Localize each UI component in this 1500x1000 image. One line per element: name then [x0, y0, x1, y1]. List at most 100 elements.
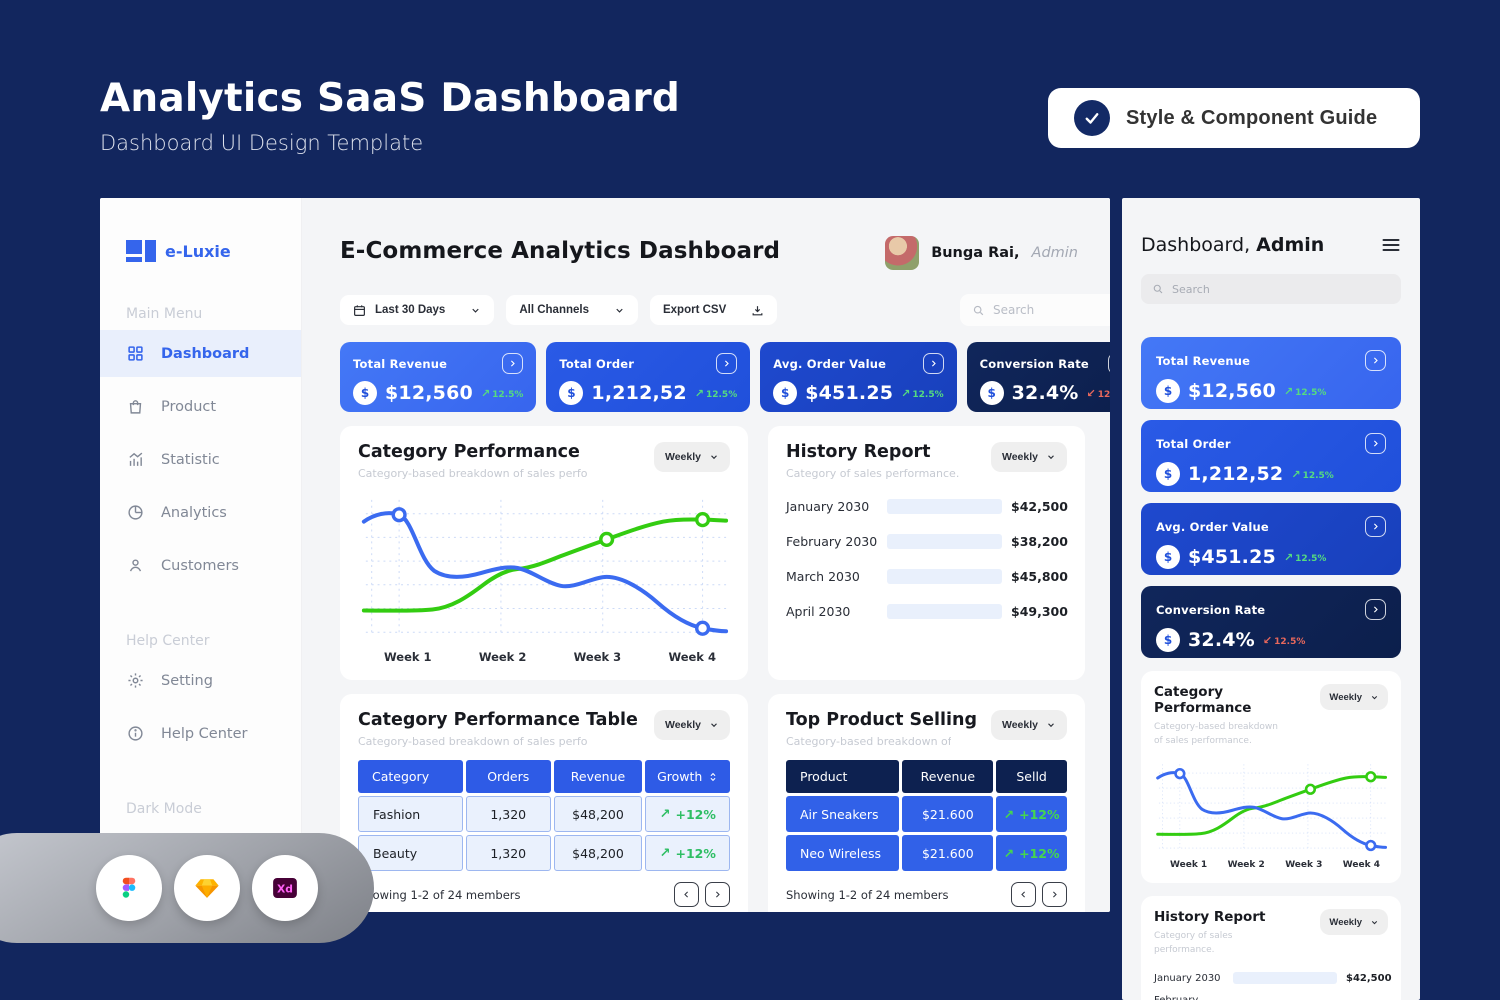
trend-up-icon: ↗ [1283, 384, 1294, 398]
chevron-right-button[interactable] [1365, 350, 1386, 371]
panel-title: Category Performance [358, 442, 580, 462]
sidebar-item-product[interactable]: Product [100, 383, 301, 430]
sidebar-item-analytics[interactable]: Analytics [100, 489, 301, 536]
top-products-table: Product Revenue Selld Air Sneakers $21.6… [786, 760, 1067, 871]
gear-icon [126, 671, 145, 690]
mobile-search-field[interactable] [1141, 274, 1401, 304]
sidebar-item-statistic[interactable]: Statistic [100, 436, 301, 483]
stat-trend: ↗ 12.5% [480, 386, 524, 400]
sidebar-item-label: Help Center [161, 725, 248, 742]
stat-label: Avg. Order Value [1156, 519, 1269, 534]
table-cell: Neo Wireless [786, 835, 900, 871]
chevron-right-button[interactable] [1365, 516, 1386, 537]
trend-up-icon: ↗ [901, 386, 911, 400]
bar-track [887, 498, 1002, 514]
info-icon [126, 724, 145, 743]
column-header: Revenue [902, 760, 994, 793]
stat-trend: ↙12.5% [1262, 633, 1306, 647]
chevron-right-button[interactable] [502, 353, 524, 374]
chevron-right-button[interactable] [716, 353, 738, 374]
range-select[interactable]: Weekly [654, 710, 730, 740]
range-select[interactable]: Weekly [991, 710, 1067, 740]
table-cell: $21.600 [902, 835, 994, 871]
table-cell-growth: ↗ +12% [645, 835, 730, 871]
line-chart: Week 1 Week 2 Week 3 Week 4 [1154, 758, 1388, 870]
category-table-panel: Category Performance Table Category-base… [340, 694, 748, 912]
export-csv-label: Export CSV [662, 304, 727, 316]
mobile-search-input[interactable] [1172, 282, 1390, 296]
chevron-right-button[interactable] [1108, 353, 1110, 374]
sidebar-section-main-menu: Main Menu [126, 306, 203, 322]
mobile-category-performance-panel: Category Performance Category-based brea… [1141, 671, 1401, 883]
trend-up-icon: ↗ [1283, 550, 1294, 564]
sidebar-item-customers[interactable]: Customers [100, 542, 301, 589]
history-row: January 2030 $42,500 [1154, 972, 1392, 984]
sidebar-item-help-center[interactable]: Help Center [100, 710, 301, 757]
trend-up-icon: ↗ [659, 806, 671, 822]
stat-trend: ↗ 12.5% [1283, 384, 1327, 398]
chevron-down-icon [1370, 918, 1379, 927]
sidebar-item-label: Analytics [161, 504, 227, 521]
stat-trend: ↙12.5% [1086, 386, 1110, 400]
sort-icon [708, 772, 718, 782]
sidebar-item-setting[interactable]: Setting [100, 657, 301, 704]
range-select[interactable]: Weekly [1320, 909, 1388, 935]
user-menu[interactable]: Bunga Rai, Admin [885, 236, 1110, 270]
prev-page-button[interactable] [674, 882, 699, 907]
channel-select[interactable]: All Channels [506, 295, 638, 325]
date-range-select[interactable]: Last 30 Days [340, 295, 495, 325]
search-field[interactable] [960, 294, 1110, 326]
calendar-icon [353, 304, 366, 317]
channel-value: All Channels [519, 304, 589, 316]
sidebar-item-dashboard[interactable]: Dashboard [100, 330, 301, 377]
range-select[interactable]: Weekly [1320, 684, 1388, 710]
column-header[interactable]: Revenue [553, 760, 643, 793]
product-icon [126, 397, 145, 416]
style-guide-button[interactable]: Style & Component Guide [1048, 88, 1420, 148]
next-page-button[interactable] [705, 882, 730, 907]
hamburger-icon[interactable] [1381, 237, 1401, 253]
stat-trend: ↗ 12.5% [901, 386, 944, 400]
panel-subtitle: Category-based breakdown of sales perfor… [786, 735, 951, 748]
chevron-right-button[interactable] [1365, 433, 1386, 454]
chevron-down-icon [1370, 693, 1379, 702]
table-cell: $48,200 [553, 796, 643, 832]
stat-label: Total Order [559, 356, 635, 371]
stat-card-avg-order-value: Avg. Order Value $ $451.25 ↗ 12.5% [1141, 503, 1401, 575]
sidebar-section-dark-mode[interactable]: Dark Mode [126, 801, 202, 817]
prev-page-button[interactable] [1011, 882, 1036, 907]
chevron-right-button[interactable] [1365, 599, 1386, 620]
stat-card-total-revenue: Total Revenue $ $12,560 ↗ 12.5% [1141, 337, 1401, 409]
history-row: February 2030 $38,200 [1154, 995, 1388, 1000]
svg-text:Xd: Xd [277, 883, 293, 896]
panel-subtitle: Category-based breakdown of sales perfor… [1154, 722, 1278, 746]
range-select[interactable]: Weekly [654, 442, 730, 472]
history-row: January 2030 $42,500 [786, 498, 1068, 514]
next-page-button[interactable] [1042, 882, 1067, 907]
stat-value: $451.25 [1188, 546, 1276, 568]
coin-icon: $ [979, 381, 1004, 405]
export-csv-button[interactable]: Export CSV [649, 295, 778, 325]
stat-value: 32.4% [1011, 382, 1079, 404]
trend-up-icon: ↗ [694, 386, 704, 400]
mobile-stat-cards: Total Revenue $ $12,560 ↗ 12.5% Total Ord… [1141, 337, 1401, 658]
column-header[interactable]: Category [358, 760, 463, 793]
history-report-panel: History Report Category of sales perform… [768, 426, 1085, 680]
history-row: February 2030 $38,200 [786, 533, 1068, 549]
check-icon [1074, 100, 1110, 136]
panel-title: History Report [786, 442, 931, 462]
chevron-down-icon [709, 452, 719, 462]
customers-icon [126, 556, 145, 575]
category-performance-panel: Category Performance Category-based brea… [340, 426, 748, 680]
history-row: April 2030 $49,300 [786, 603, 1068, 619]
stat-label: Conversion Rate [979, 356, 1089, 371]
line-chart: Week 1 Week 2 Week 3 Week 4 [358, 490, 730, 664]
history-bars: January 2030 $42,500 February 2030 $38,2… [786, 498, 1068, 619]
stat-value: 1,212,52 [1188, 463, 1284, 485]
column-header[interactable]: Orders [465, 760, 551, 793]
search-input[interactable] [993, 303, 1110, 317]
range-select[interactable]: Weekly [991, 442, 1067, 472]
chevron-right-button[interactable] [922, 353, 944, 374]
column-header-growth[interactable]: Growth [645, 760, 730, 793]
user-name: Bunga Rai, [931, 245, 1020, 261]
